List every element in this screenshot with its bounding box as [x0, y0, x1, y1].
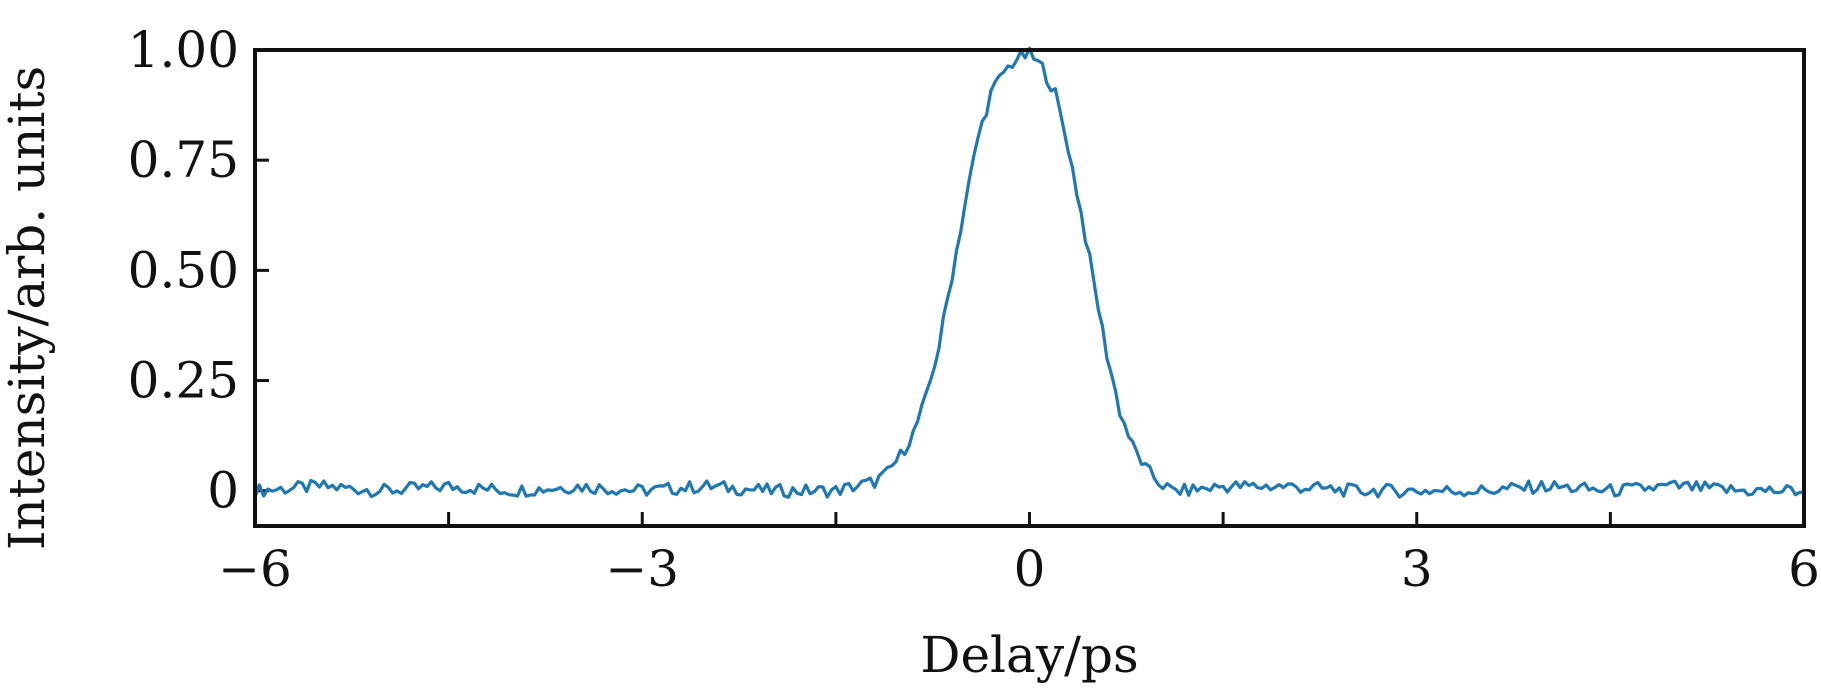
- y-tick-label: 0.75: [128, 131, 239, 189]
- x-axis-label: Delay/ps: [920, 626, 1138, 684]
- y-axis-label: Intensity/arb. units: [0, 66, 56, 550]
- x-tick-label: −6: [218, 540, 292, 598]
- y-tick-label: 1.00: [128, 21, 239, 79]
- x-axis-ticks: −6 −3 0 3 6: [218, 512, 1820, 598]
- x-tick-label: −3: [605, 540, 679, 598]
- x-tick-label: 0: [1014, 540, 1046, 598]
- x-tick-label: 6: [1788, 540, 1820, 598]
- plot-frame: [253, 48, 1806, 528]
- intensity-series-line: [253, 46, 1806, 499]
- y-axis-ticks: 0 0.25 0.50 0.75 1.00: [128, 21, 269, 520]
- y-tick-label: 0: [207, 462, 239, 520]
- y-tick-label: 0.50: [128, 241, 239, 299]
- x-tick-label: 3: [1401, 540, 1433, 598]
- y-tick-label: 0.25: [128, 352, 239, 410]
